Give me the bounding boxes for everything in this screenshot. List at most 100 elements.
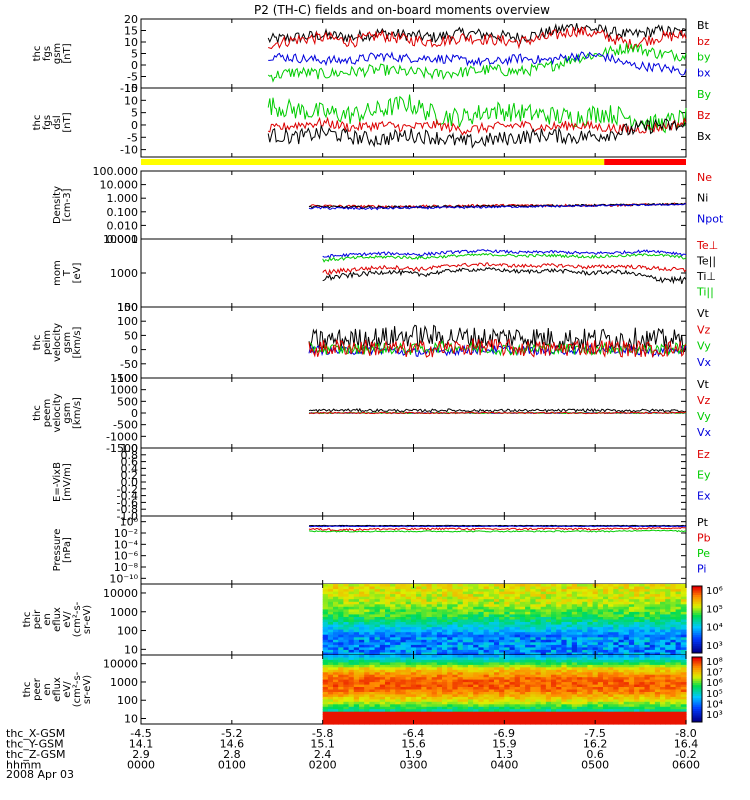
spectrogram-cell <box>426 684 433 688</box>
spectrogram-cell <box>556 642 562 646</box>
spectrogram-cell <box>582 687 588 691</box>
colorbar-segment <box>692 704 702 708</box>
spectrogram-cell <box>348 629 355 633</box>
y-axis-label: Pressure <box>52 529 63 572</box>
spectrogram-cell <box>582 596 588 600</box>
spectrogram-cell <box>452 692 459 696</box>
spectrogram-cell <box>483 709 490 713</box>
spectrogram-cell <box>561 637 568 641</box>
spectrogram-cell <box>468 634 474 638</box>
spectrogram-cell <box>644 667 651 671</box>
spectrogram-cell <box>369 622 376 626</box>
spectrogram-cell <box>327 599 334 603</box>
spectrogram-cell <box>364 609 370 613</box>
spectrogram-cell <box>494 709 500 713</box>
x-row-label: thc_Y-GSM <box>6 738 64 751</box>
spectrogram-cell <box>639 611 646 615</box>
spectrogram-cell <box>473 652 479 656</box>
spectrogram-cell <box>556 662 562 666</box>
spectrogram-cell <box>395 591 402 595</box>
spectrogram-cell <box>545 714 552 718</box>
spectrogram-cell <box>400 639 407 643</box>
spectrogram-cell <box>343 649 350 653</box>
spectrogram-cell <box>436 687 443 691</box>
spectrogram-cell <box>442 601 448 605</box>
spectrogram-cell <box>478 649 485 653</box>
spectrogram-cell <box>519 634 526 638</box>
spectrogram-cell <box>561 674 568 678</box>
spectrogram-cell <box>348 617 355 621</box>
spectrogram-cell <box>457 696 464 700</box>
spectrogram-cell <box>628 584 635 588</box>
spectrogram-cell <box>519 599 526 603</box>
spectrogram-cell <box>436 699 443 703</box>
spectrogram-cell <box>359 701 365 705</box>
spectrogram-cell <box>494 694 500 698</box>
spectrogram-cell <box>343 706 350 710</box>
spectrogram-cell <box>514 637 521 641</box>
spectrogram-cell <box>395 699 402 703</box>
spectrogram-cell <box>385 614 391 618</box>
spectrogram-cell <box>436 584 443 588</box>
spectrogram-cell <box>379 711 386 715</box>
spectrogram-cell <box>327 591 334 595</box>
spectrogram-cell <box>379 609 386 613</box>
spectrogram-cell <box>473 669 479 673</box>
spectrogram-cell <box>504 684 511 688</box>
spectrogram-cell <box>535 584 542 588</box>
spectrogram-cell <box>603 599 609 603</box>
spectrogram-cell <box>514 689 521 693</box>
spectrogram-cell <box>322 601 329 605</box>
spectrogram-cell <box>577 701 583 705</box>
spectrogram-cell <box>618 649 625 653</box>
colorbar-segment <box>692 626 702 629</box>
legend-item: bz <box>697 35 710 48</box>
spectrogram-cell <box>649 606 656 610</box>
spectrogram-cell <box>478 706 485 710</box>
spectrogram-cell <box>634 719 640 723</box>
y-axis-label: [km/s] <box>72 397 83 429</box>
spectrogram-cell <box>421 647 428 651</box>
spectrogram-cell <box>343 627 350 631</box>
spectrogram-cell <box>364 706 370 710</box>
spectrogram-cell <box>504 647 511 651</box>
spectrogram-cell <box>359 669 365 673</box>
spectrogram-cell <box>421 629 428 633</box>
spectrogram-cell <box>343 687 350 691</box>
spectrogram-cell <box>618 609 625 613</box>
spectrogram-cell <box>680 706 687 710</box>
spectrogram-cell <box>483 699 490 703</box>
spectrogram-cell <box>603 614 609 618</box>
spectrogram-cell <box>675 589 682 593</box>
spectrogram-cell <box>509 689 516 693</box>
spectrogram-cell <box>447 664 453 668</box>
spectrogram-cell <box>660 589 666 593</box>
spectrogram-cell <box>525 629 531 633</box>
spectrogram-cell <box>592 624 599 628</box>
spectrogram-cell <box>390 611 396 615</box>
spectrogram-cell <box>416 611 422 615</box>
spectrogram-cell <box>462 589 469 593</box>
spectrogram-cell <box>364 716 370 720</box>
spectrogram-cell <box>494 586 500 590</box>
spectrogram-cell <box>374 694 381 698</box>
series-by-line <box>267 43 687 83</box>
spectrogram-cell <box>613 586 620 590</box>
date-label: 2008 Apr 03 <box>6 768 74 781</box>
legend-item: Ne <box>697 171 712 184</box>
spectrogram-cell <box>374 687 381 691</box>
spectrogram-cell <box>556 606 562 610</box>
spectrogram-cell <box>410 634 417 638</box>
spectrogram-cell <box>333 617 339 621</box>
spectrogram-cell <box>582 701 588 705</box>
spectrogram-cell <box>421 692 428 696</box>
spectrogram-cell <box>488 721 495 725</box>
spectrogram-cell <box>478 694 485 698</box>
spectrogram-cell <box>426 721 433 725</box>
spectrogram-cell <box>426 667 433 671</box>
spectrogram-cell <box>556 609 562 613</box>
spectrogram-cell <box>525 674 531 678</box>
spectrogram-cell <box>483 601 490 605</box>
spectrogram-cell <box>566 692 573 696</box>
spectrogram-cell <box>405 584 412 588</box>
